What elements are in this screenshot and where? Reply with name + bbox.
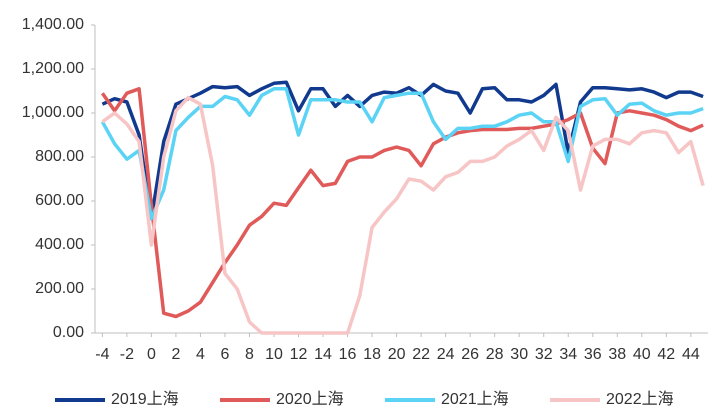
- x-tick-label: 0: [147, 346, 156, 363]
- legend-label: 2019上海: [111, 390, 179, 408]
- x-tick-label: 44: [682, 346, 700, 363]
- x-tick-label: -4: [95, 346, 109, 363]
- x-tick-label: 30: [510, 346, 528, 363]
- x-tick-label: 12: [290, 346, 308, 363]
- x-tick-label: 34: [559, 346, 577, 363]
- x-tick-label: 20: [388, 346, 406, 363]
- x-tick-label: 24: [437, 346, 455, 363]
- series-line: [100, 87, 704, 319]
- series-line: [100, 87, 704, 221]
- x-tick-label: 22: [412, 346, 430, 363]
- y-tick-label: 200.00: [35, 280, 84, 297]
- x-tick-label: 4: [196, 346, 205, 363]
- x-tick-label: 28: [486, 346, 504, 363]
- legend-label: 2021上海: [441, 390, 509, 408]
- x-tick-label: 16: [339, 346, 357, 363]
- y-tick-label: 600.00: [35, 192, 84, 209]
- legend-label: 2022上海: [606, 390, 674, 408]
- x-tick-label: 38: [608, 346, 626, 363]
- x-tick-label: 42: [657, 346, 675, 363]
- x-tick-label: 26: [461, 346, 479, 363]
- y-tick-label: 1,400.00: [22, 16, 84, 33]
- y-tick-label: 0.00: [53, 324, 84, 341]
- y-tick-label: 1,000.00: [22, 104, 84, 121]
- y-tick-label: 800.00: [35, 148, 84, 165]
- x-tick-label: 32: [535, 346, 553, 363]
- series-line: [101, 95, 705, 335]
- x-tick-label: 36: [584, 346, 602, 363]
- x-tick-label: -2: [120, 346, 134, 363]
- x-tick-label: 2: [171, 346, 180, 363]
- y-tick-label: 400.00: [35, 236, 84, 253]
- x-tick-label: 6: [221, 346, 230, 363]
- x-tick-label: 14: [314, 346, 332, 363]
- series-line: [101, 80, 704, 221]
- x-tick-label: 8: [245, 346, 254, 363]
- x-tick-label: 40: [633, 346, 651, 363]
- y-tick-label: 1,200.00: [22, 60, 84, 77]
- x-tick-label: 18: [363, 346, 381, 363]
- legend-label: 2020上海: [276, 390, 344, 408]
- x-tick-label: 10: [265, 346, 283, 363]
